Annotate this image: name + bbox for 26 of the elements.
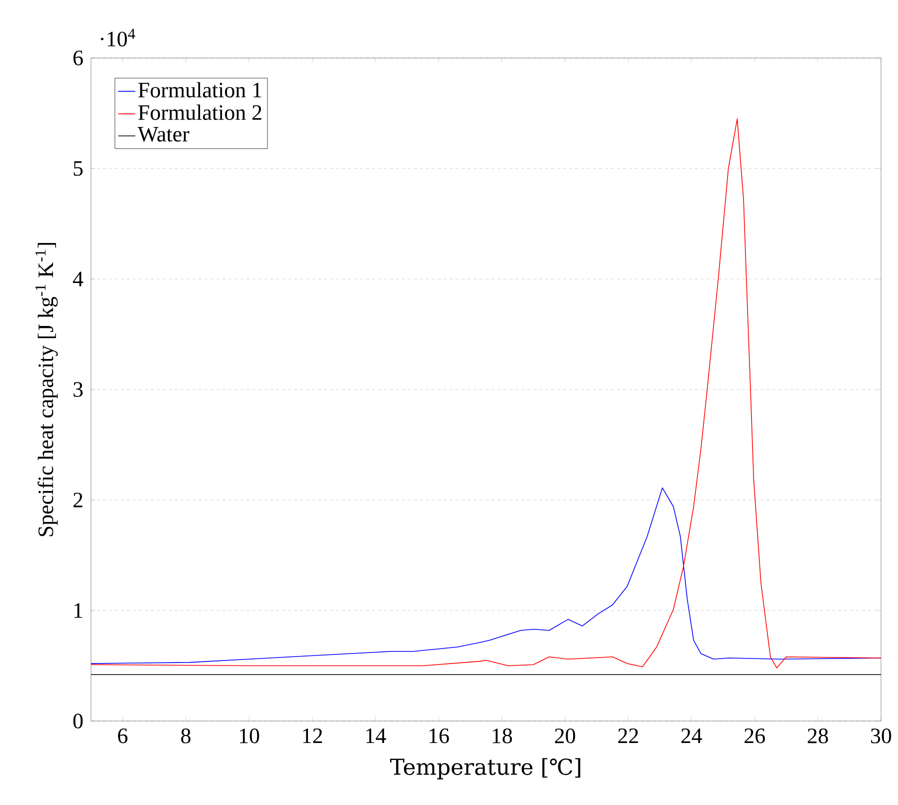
x-tick-label: 20 <box>555 728 576 744</box>
x-tick-label: 24 <box>681 728 702 744</box>
x-tick-label: 16 <box>430 728 449 744</box>
y-tick-label: 6 <box>73 50 83 66</box>
x-tick-label: 22 <box>618 728 638 744</box>
x-tick-label: 30 <box>871 728 892 744</box>
y-tick-label: 0 <box>73 714 83 728</box>
x-tick-label: 8 <box>181 728 190 744</box>
x-tick-label: 6 <box>118 728 128 744</box>
x-axis-title: Temperature [℃] <box>390 758 580 780</box>
y-axis-title: Specific heat capacity [J kg$^{-1}$ K$^{-1}$] <box>35 243 58 536</box>
y-tick-label: 1 <box>74 603 82 618</box>
text: ·10$^{4}$ <box>100 28 136 46</box>
y-tick-label: 3 <box>74 382 83 397</box>
x-tick-label: 14 <box>366 728 386 743</box>
x-tick-label: 26 <box>744 728 765 744</box>
x-tick-label: 28 <box>808 728 828 744</box>
y-tick-label: 4 <box>72 272 84 286</box>
y-tick-label: 2 <box>74 492 82 508</box>
legend-label: Water <box>138 127 190 142</box>
legend-label: Formulation 1 <box>138 82 262 98</box>
x-tick-label: 18 <box>492 728 512 744</box>
y-tick-label: 5 <box>74 161 83 176</box>
legend-label: Formulation 2 <box>138 104 262 120</box>
x-tick-label: 12 <box>303 728 322 744</box>
x-tick-label: 10 <box>240 728 260 744</box>
